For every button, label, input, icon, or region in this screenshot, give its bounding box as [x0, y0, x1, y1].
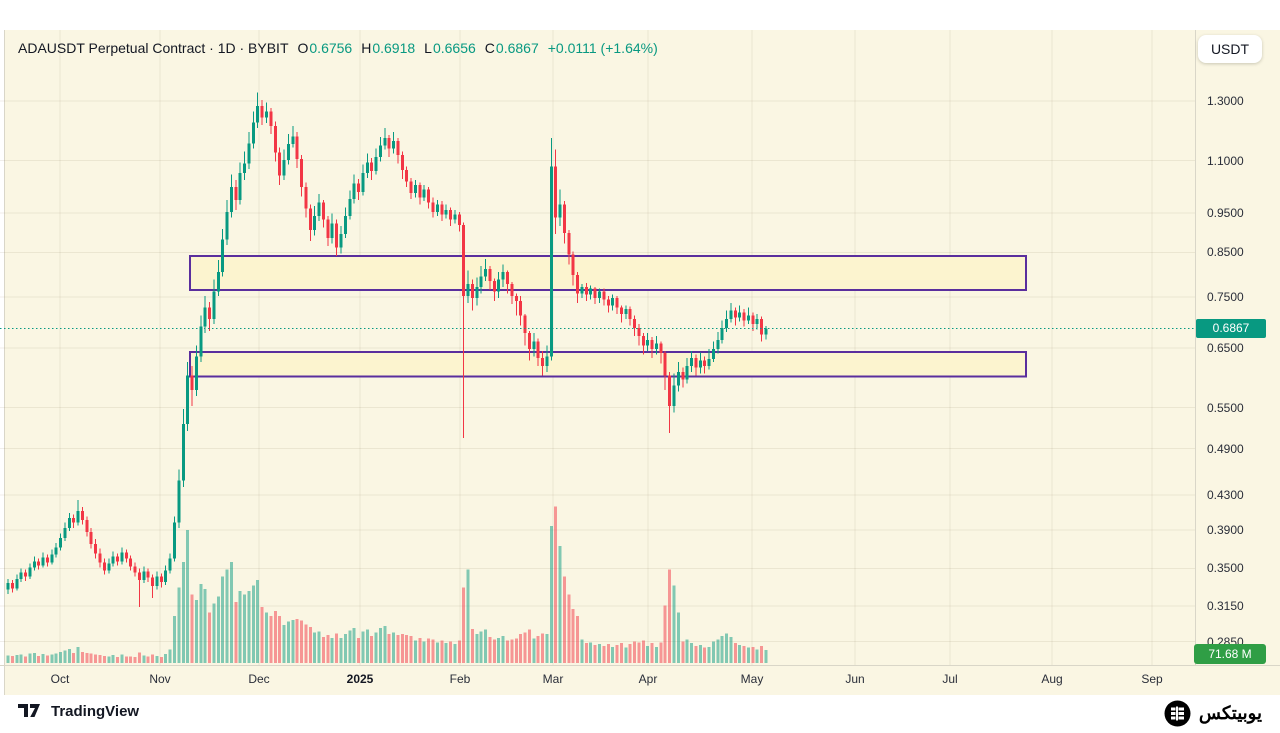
price-axis[interactable]: 1.3000 1.1000 0.9500 0.8500 0.7500 0.6500 0.55…	[1195, 30, 1280, 665]
close-value: 0.6867	[495, 40, 539, 56]
price-tick-label: 0.9500	[1207, 205, 1244, 220]
partner-label: يوبيتكس	[1198, 703, 1262, 723]
tradingview-logo-icon	[18, 704, 40, 717]
time-tick-label: Feb	[449, 672, 471, 686]
time-tick-label: Jul	[942, 672, 958, 686]
time-tick-label: Oct	[50, 672, 70, 686]
candles-layer	[6, 92, 768, 608]
price-tick-label: 1.1000	[1207, 153, 1244, 168]
price-tick-label: 0.3150	[1207, 598, 1244, 613]
time-tick-label: Dec	[248, 672, 270, 686]
symbol-title[interactable]: ADAUSDT Perpetual Contract · 1D · BYBIT	[18, 40, 289, 56]
volume-layer	[6, 506, 768, 663]
grid-layer	[0, 30, 1195, 665]
time-tick-label: Mar	[542, 672, 564, 686]
supply-zone	[189, 254, 1027, 291]
last-price-badge: 0.6867	[1196, 318, 1266, 338]
price-tick-label: 0.6500	[1207, 341, 1244, 355]
open-value: 0.6756	[309, 40, 353, 56]
price-tick-label: 0.8500	[1207, 245, 1244, 260]
price-tick-label: 0.3500	[1207, 561, 1244, 576]
time-axis[interactable]: Oct Nov Dec 2025 Feb Mar Apr May Jun Jul Aug Sep	[0, 665, 1280, 695]
open-label: O	[297, 40, 309, 56]
demand-zone	[189, 350, 1027, 378]
price-tick-label: 0.3900	[1207, 522, 1244, 537]
change-value: +0.0111 (+1.64%)	[547, 40, 658, 56]
footer-bar: TradingView يوبيتكس	[0, 695, 1280, 733]
time-tick-label: Nov	[149, 672, 171, 686]
zones-layer	[189, 254, 1027, 378]
time-tick-label: Apr	[638, 672, 658, 686]
time-tick-label: May	[740, 672, 764, 686]
price-tick-label: 1.3000	[1207, 94, 1244, 109]
price-tick-label: 0.7500	[1207, 290, 1244, 305]
time-tick-label: Aug	[1041, 672, 1063, 686]
price-tick-label: 0.4900	[1207, 441, 1244, 456]
price-tick-label: 0.5500	[1207, 400, 1244, 415]
high-label: H	[361, 40, 372, 56]
partner-brand[interactable]: يوبيتكس	[1164, 700, 1262, 727]
high-value: 0.6918	[372, 40, 416, 56]
low-value: 0.6656	[432, 40, 476, 56]
time-tick-label: Jun	[845, 672, 865, 686]
tradingview-attribution[interactable]: TradingView	[18, 703, 139, 720]
low-label: L	[424, 40, 432, 56]
price-tick-label: 0.4300	[1207, 488, 1244, 503]
partner-logo-icon	[1164, 700, 1191, 727]
tradingview-label: TradingView	[51, 703, 140, 720]
symbol-legend[interactable]: ADAUSDT Perpetual Contract · 1D · BYBIT O…	[18, 40, 658, 56]
candlestick-chart[interactable]	[0, 30, 1195, 695]
time-tick-label: 2025	[346, 672, 374, 686]
currency-toggle-button[interactable]: USDT	[1198, 35, 1262, 63]
time-tick-label: Sep	[1141, 672, 1163, 686]
last-volume-badge: 71.68 M	[1194, 644, 1266, 664]
close-label: C	[484, 40, 495, 56]
